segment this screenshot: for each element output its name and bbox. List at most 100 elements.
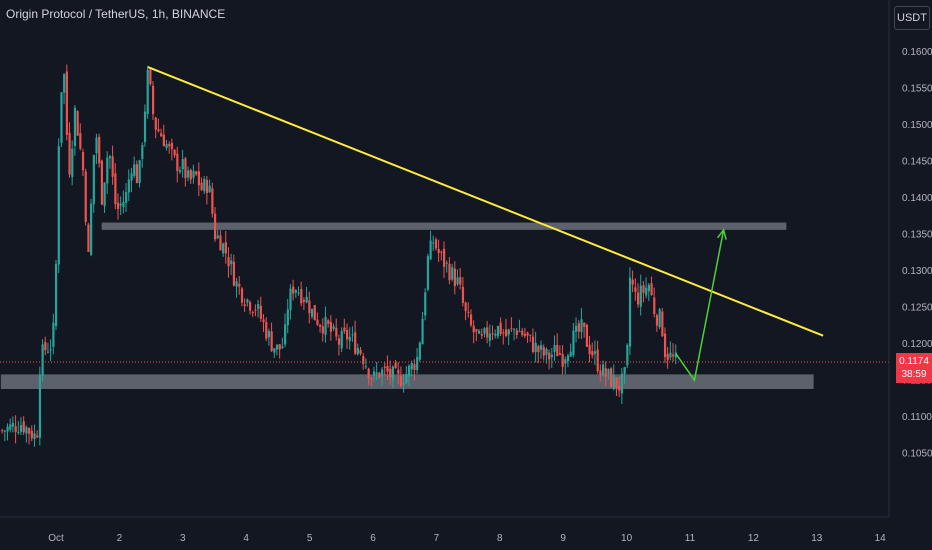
candle-body — [114, 173, 117, 205]
candle-body — [475, 329, 478, 332]
candle-body — [73, 107, 77, 146]
candle-body — [669, 352, 672, 358]
candle-body — [631, 279, 634, 285]
price-tick-label: 0.1500 — [902, 120, 932, 131]
time-axis[interactable]: Oct 2 3 4 5 6 7 8 9 10 11 12 13 14 — [0, 516, 889, 544]
candle-body — [79, 133, 82, 149]
candle-body — [615, 377, 618, 389]
candle-body — [235, 281, 238, 287]
time-tick-label: 11 — [685, 533, 696, 544]
candle-body — [556, 344, 559, 357]
candle-body — [561, 354, 564, 367]
price-axis[interactable]: 0.1600 0.1550 0.1500 0.1450 0.1400 0.1350 0.13… — [888, 0, 932, 517]
candle-body — [162, 134, 165, 147]
candle-body — [184, 158, 187, 179]
price-tick-label: 0.1250 — [902, 303, 932, 314]
candle-body — [30, 430, 33, 439]
candle-body — [240, 288, 244, 303]
candle-body — [383, 366, 386, 368]
candle-body — [149, 69, 152, 85]
candle-body — [157, 129, 160, 132]
resistance-zone[interactable] — [101, 222, 787, 230]
candle-body — [394, 362, 397, 369]
time-tick-label: 2 — [117, 533, 123, 544]
candle-body — [637, 292, 640, 305]
candle-body — [316, 319, 319, 325]
candle-body — [246, 299, 249, 303]
candle-body — [399, 375, 403, 386]
candle-body — [416, 356, 419, 370]
candle-body — [41, 344, 44, 376]
candle-body — [68, 132, 71, 175]
candle-body — [550, 354, 553, 358]
candle-body — [443, 248, 446, 267]
candle-body — [577, 323, 580, 332]
candle-body — [181, 159, 184, 170]
candle-body — [424, 292, 427, 316]
descending-trendline[interactable] — [147, 66, 824, 337]
candle-body — [278, 344, 281, 350]
candle-body — [513, 329, 516, 331]
candle-body — [192, 170, 195, 178]
price-tick-label: 0.1350 — [902, 230, 932, 241]
candle-body — [486, 327, 489, 338]
candle-body — [575, 325, 578, 332]
time-tick-label: 14 — [875, 533, 887, 544]
candle-body — [227, 257, 230, 267]
candle-body — [564, 359, 567, 364]
currency-button[interactable]: USDT — [894, 6, 930, 30]
candle-body — [351, 334, 354, 336]
candle-body — [187, 170, 190, 178]
candle-body — [38, 374, 42, 438]
candle-body — [195, 171, 198, 175]
candle-body — [426, 256, 430, 290]
candle-body — [259, 305, 262, 319]
time-tick-label: 7 — [434, 533, 440, 544]
candle-body — [370, 377, 373, 380]
candle-body — [548, 352, 551, 360]
candles-layer — [1, 64, 677, 447]
candle-body — [3, 430, 7, 432]
candle-body — [33, 433, 36, 440]
candle-body — [216, 235, 219, 239]
projection-arrow[interactable] — [675, 228, 727, 383]
time-tick-label: 13 — [811, 533, 823, 544]
candle-body — [372, 371, 376, 376]
candle-body — [364, 366, 368, 368]
candle-body — [663, 333, 667, 358]
candle-body — [173, 149, 176, 156]
candle-body — [249, 302, 252, 311]
time-tick-label: 12 — [748, 533, 760, 544]
chart-title: Origin Protocol / TetherUS, 1h, BINANCE — [6, 7, 226, 21]
candle-body — [28, 428, 31, 434]
candle-body — [90, 203, 93, 255]
candle-body — [639, 285, 642, 307]
candle-body — [354, 332, 357, 354]
candle-body — [478, 330, 481, 334]
time-tick-label: 8 — [497, 533, 503, 544]
price-tick-label: 0.1200 — [902, 339, 932, 350]
candle-body — [138, 160, 141, 183]
candle-body — [464, 302, 467, 312]
candle-body — [391, 366, 395, 381]
candle-body — [251, 311, 254, 313]
candle-body — [289, 288, 292, 311]
candle-body — [135, 164, 139, 184]
candle-body — [275, 344, 279, 350]
countdown-timer: 38:59 — [901, 368, 927, 380]
candle-body — [623, 367, 626, 374]
candle-body — [205, 180, 209, 194]
candle-body — [189, 169, 192, 180]
price-tick-label: 0.1550 — [902, 84, 932, 95]
time-tick-label: 3 — [180, 533, 186, 544]
candle-body — [591, 351, 594, 356]
candle-body — [267, 331, 271, 338]
candle-body — [402, 383, 405, 385]
candle-body — [604, 368, 607, 377]
candle-body — [593, 351, 597, 354]
candle-body — [52, 322, 55, 347]
candle-body — [222, 243, 225, 254]
candle-body — [518, 331, 521, 333]
candle-body — [270, 331, 273, 352]
